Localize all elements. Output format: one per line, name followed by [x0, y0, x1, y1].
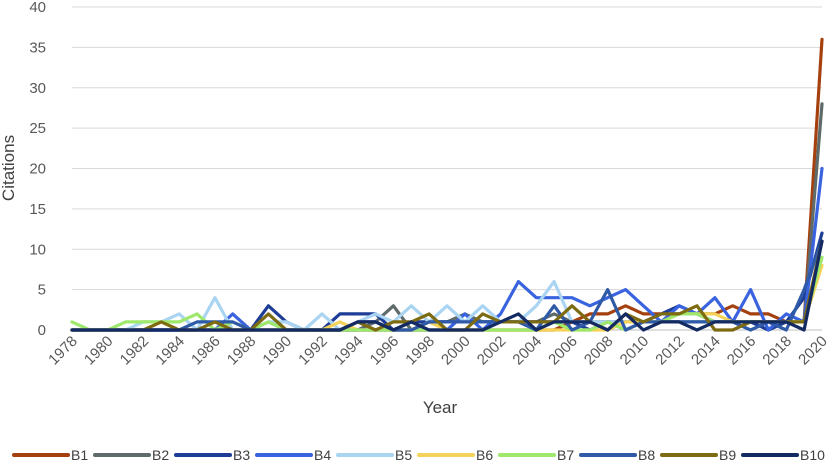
- legend-item-b4: B4: [255, 447, 331, 463]
- x-tick-label: 2004: [509, 333, 545, 369]
- legend-label: B4: [314, 447, 331, 463]
- series-line-b10: [70, 239, 824, 332]
- legend-label: B7: [557, 447, 574, 463]
- x-tick-label: 2020: [795, 333, 831, 369]
- y-tick-label: 20: [29, 161, 46, 178]
- y-tick-label: 0: [38, 322, 46, 339]
- x-tick-label: 1986: [188, 333, 224, 369]
- y-tick-label: 25: [29, 120, 46, 137]
- x-tick-label: 1992: [295, 333, 331, 369]
- x-tick-label: 1984: [152, 333, 188, 369]
- legend-label: B1: [71, 447, 88, 463]
- series-line-b2: [70, 102, 824, 332]
- gridlines: [72, 6, 822, 291]
- legend-item-b10: B10: [741, 447, 825, 463]
- x-tick-label: 1994: [331, 333, 367, 369]
- y-tick-label: 15: [29, 201, 46, 218]
- legend-label: B8: [638, 447, 655, 463]
- series-lines: [70, 37, 824, 332]
- x-tick-label: 2000: [438, 333, 474, 369]
- series-line-b7: [70, 255, 824, 332]
- y-tick-label: 5: [38, 282, 46, 299]
- y-tick-label: 30: [29, 80, 46, 97]
- legend-item-b8: B8: [579, 447, 655, 463]
- legend-item-b7: B7: [498, 447, 574, 463]
- legend-item-b9: B9: [660, 447, 736, 463]
- legend-label: B9: [719, 447, 736, 463]
- x-tick-label: 2006: [545, 333, 581, 369]
- x-tick-label: 1982: [117, 333, 153, 369]
- legend-item-b3: B3: [174, 447, 250, 463]
- legend-label: B2: [152, 447, 169, 463]
- legend: B1 B2 B3 B4 B5 B6 B7 B8 B9 B10: [12, 447, 825, 463]
- legend-item-b2: B2: [93, 447, 169, 463]
- x-axis-title: Year: [423, 398, 458, 417]
- x-tick-label: 2012: [652, 333, 688, 369]
- y-axis-title: Citations: [0, 135, 18, 201]
- x-tick-label: 1988: [224, 333, 260, 369]
- x-tick-label: 1980: [81, 333, 117, 369]
- x-tick-label: 1990: [259, 333, 295, 369]
- x-axis-ticks: 1978 1980 1982 1984 1986 1988 1990 1992 1994 1996…: [45, 333, 831, 369]
- legend-item-b5: B5: [336, 447, 412, 463]
- x-tick-label: 2016: [724, 333, 760, 369]
- x-tick-label: 2008: [581, 333, 617, 369]
- legend-label: B6: [476, 447, 493, 463]
- y-tick-label: 10: [29, 241, 46, 258]
- y-tick-label: 40: [29, 0, 46, 16]
- x-tick-label: 2002: [474, 333, 510, 369]
- x-tick-label: 1998: [402, 333, 438, 369]
- legend-item-b6: B6: [417, 447, 493, 463]
- legend-label: B10: [800, 447, 825, 463]
- x-tick-label: 1978: [45, 333, 81, 369]
- series-line-b8: [70, 239, 824, 332]
- x-tick-label: 1996: [367, 333, 403, 369]
- series-line-b1: [70, 37, 824, 332]
- legend-item-b1: B1: [12, 447, 88, 463]
- x-tick-label: 2018: [759, 333, 795, 369]
- y-tick-label: 35: [29, 39, 46, 56]
- x-tick-label: 2010: [617, 333, 653, 369]
- y-axis-ticks: 0 5 10 15 20 25 30 35 40: [29, 0, 46, 339]
- x-tick-label: 2014: [688, 333, 724, 369]
- legend-label: B3: [233, 447, 250, 463]
- legend-label: B5: [395, 447, 412, 463]
